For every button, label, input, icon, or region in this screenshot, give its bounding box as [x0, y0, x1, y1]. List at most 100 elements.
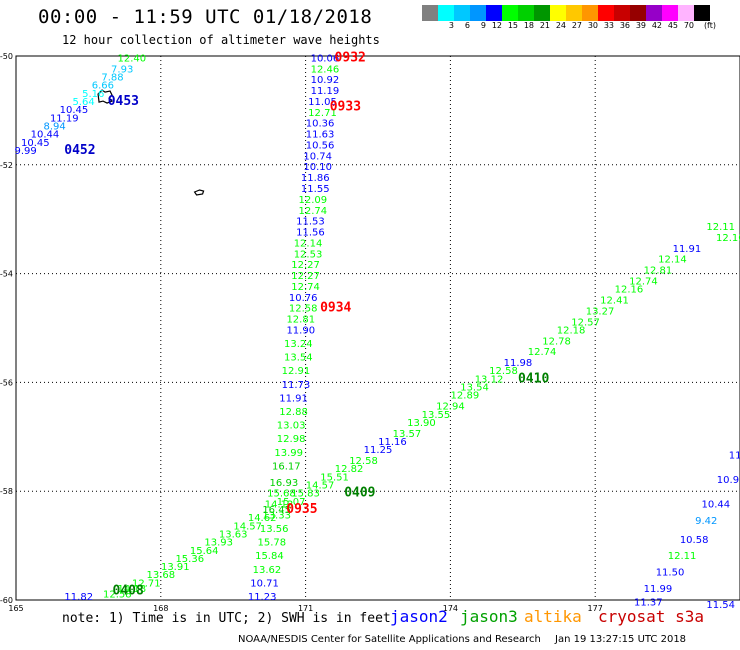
wave-height-value: 11.56 [296, 228, 325, 239]
wave-height-value: 10.71 [250, 578, 279, 589]
pass-time-label: 0932 [335, 50, 366, 65]
wave-height-value: 11.53 [296, 217, 325, 228]
footer-note: note: 1) Time is in UTC; 2) SWH is in fe… [62, 611, 391, 626]
legend-swatch [486, 5, 502, 21]
wave-height-value: 15.36 [175, 554, 204, 565]
wave-height-value: 12.74 [299, 206, 328, 217]
legend-swatch [582, 5, 598, 21]
legend-label: 12 [491, 21, 502, 30]
wave-height-value: 12.74 [528, 347, 557, 358]
wave-height-value: 10.92 [311, 75, 340, 86]
legend-label: 30 [587, 21, 598, 30]
wave-height-value: 12.58 [289, 304, 318, 315]
wave-height-value: 11.55 [301, 184, 330, 195]
legend-unit: (ft) [703, 21, 716, 30]
wave-height-value: 12.71 [308, 108, 337, 119]
wave-height-value: 10.56 [306, 140, 335, 151]
wave-height-value: 9.42 [695, 516, 717, 527]
wave-height-value: 13.91 [161, 562, 190, 573]
lat-label: -56 [0, 378, 13, 387]
wave-height-value: 13.12 [475, 374, 504, 385]
wave-height-value: 15.68 [267, 489, 296, 500]
pass-time-label: 0933 [330, 99, 361, 114]
wave-height-value: 11.98 [504, 358, 533, 369]
wave-height-value: 12.98 [277, 434, 306, 445]
wave-height-value: 11.16 [378, 437, 407, 448]
pass-time-label: 0408 [113, 584, 144, 599]
wave-height-value: 11.23 [248, 592, 277, 603]
wave-height-value: 7.88 [101, 72, 123, 83]
wave-height-value: 10.36 [306, 119, 335, 130]
legend-swatch [502, 5, 518, 21]
legend-label: 6 [464, 21, 470, 30]
wave-height-value: 12.58 [349, 456, 378, 467]
wave-height-value: 10.58 [680, 535, 709, 546]
page-title: 00:00 - 11:59 UTC 01/18/2018 [38, 6, 373, 28]
wave-height-value: 15.83 [291, 489, 320, 500]
wave-height-value: 12.89 [451, 391, 480, 402]
wave-height-value: 13.57 [393, 429, 422, 440]
wave-height-value: 12.88 [279, 407, 308, 418]
wave-height-value: 15.84 [255, 551, 284, 562]
legend-label: 39 [635, 21, 646, 30]
legend-swatch [566, 5, 582, 21]
wave-height-value: 12.58 [103, 589, 132, 600]
wave-height-value: 13.54 [284, 353, 313, 364]
island-outline [97, 89, 114, 104]
wave-height-value: 10.45 [21, 138, 50, 149]
wave-height-value: 10.44 [31, 130, 60, 141]
legend-jason3: jason3 [460, 607, 518, 626]
legend-swatch [534, 5, 550, 21]
wave-height-value: 11.73 [282, 380, 311, 391]
wave-height-value: 11 [729, 451, 740, 462]
legend-jason2: jason2 [390, 607, 448, 626]
wave-height-value: 12.40 [118, 53, 147, 64]
wave-height-value: 12.58 [489, 366, 518, 377]
wave-height-value: 12.74 [629, 276, 658, 287]
wave-height-value: 12.18 [557, 325, 586, 336]
wave-height-value: 12.94 [436, 402, 465, 413]
legend-label: 27 [571, 21, 582, 30]
legend-swatch [614, 5, 630, 21]
wave-height-value: 5.16 [82, 89, 104, 100]
wave-height-value: 5.64 [72, 97, 94, 108]
wave-height-value: 11.86 [301, 173, 330, 184]
wave-height-value: 10.44 [702, 500, 731, 511]
wave-height-value: 12.91 [282, 366, 311, 377]
legend-swatch [598, 5, 614, 21]
wave-height-value: 7.93 [111, 64, 133, 75]
legend-swatch [438, 5, 454, 21]
pass-time-label: 0452 [64, 143, 95, 158]
wave-height-value: 13.68 [146, 570, 175, 581]
wave-height-value: 11.91 [279, 393, 308, 404]
wave-height-value: 13.03 [277, 421, 306, 432]
wave-height-value: 12.11 [668, 551, 697, 562]
legend-swatches [422, 5, 716, 21]
generated-timestamp: Jan 19 13:27:15 UTC 2018 [555, 634, 687, 645]
wave-height-value: 8.94 [43, 121, 65, 132]
wave-height-value: 9.99 [15, 146, 37, 157]
legend-swatch [454, 5, 470, 21]
legend-swatch [630, 5, 646, 21]
wave-height-value: 6.66 [92, 81, 114, 92]
wave-height-value: 13.24 [284, 339, 313, 350]
legend-label: 70 [683, 21, 694, 30]
wave-height-value: 12.27 [291, 271, 320, 282]
wave-height-value: 16.45 [262, 505, 291, 516]
wave-height-value: 16.93 [270, 478, 299, 489]
lat-label: -52 [0, 161, 13, 170]
wave-height-value: 15.64 [190, 546, 219, 557]
legend-swatch [550, 5, 566, 21]
legend-cryosat: cryosat s3a [598, 607, 704, 626]
legend-label: 9 [480, 21, 486, 30]
wave-height-value: 13.63 [219, 529, 248, 540]
wave-height-value: 11.91 [673, 244, 702, 255]
page-subtitle: 12 hour collection of altimeter wave hei… [62, 33, 380, 47]
wave-height-value: 12.81 [644, 266, 673, 277]
wave-height-value: 14.57 [233, 521, 262, 532]
wave-height-value: 15.51 [320, 472, 349, 483]
legend-label: 33 [603, 21, 614, 30]
legend-swatch [662, 5, 678, 21]
legend-label: 21 [539, 21, 550, 30]
wave-height-value: 11.99 [644, 584, 673, 595]
